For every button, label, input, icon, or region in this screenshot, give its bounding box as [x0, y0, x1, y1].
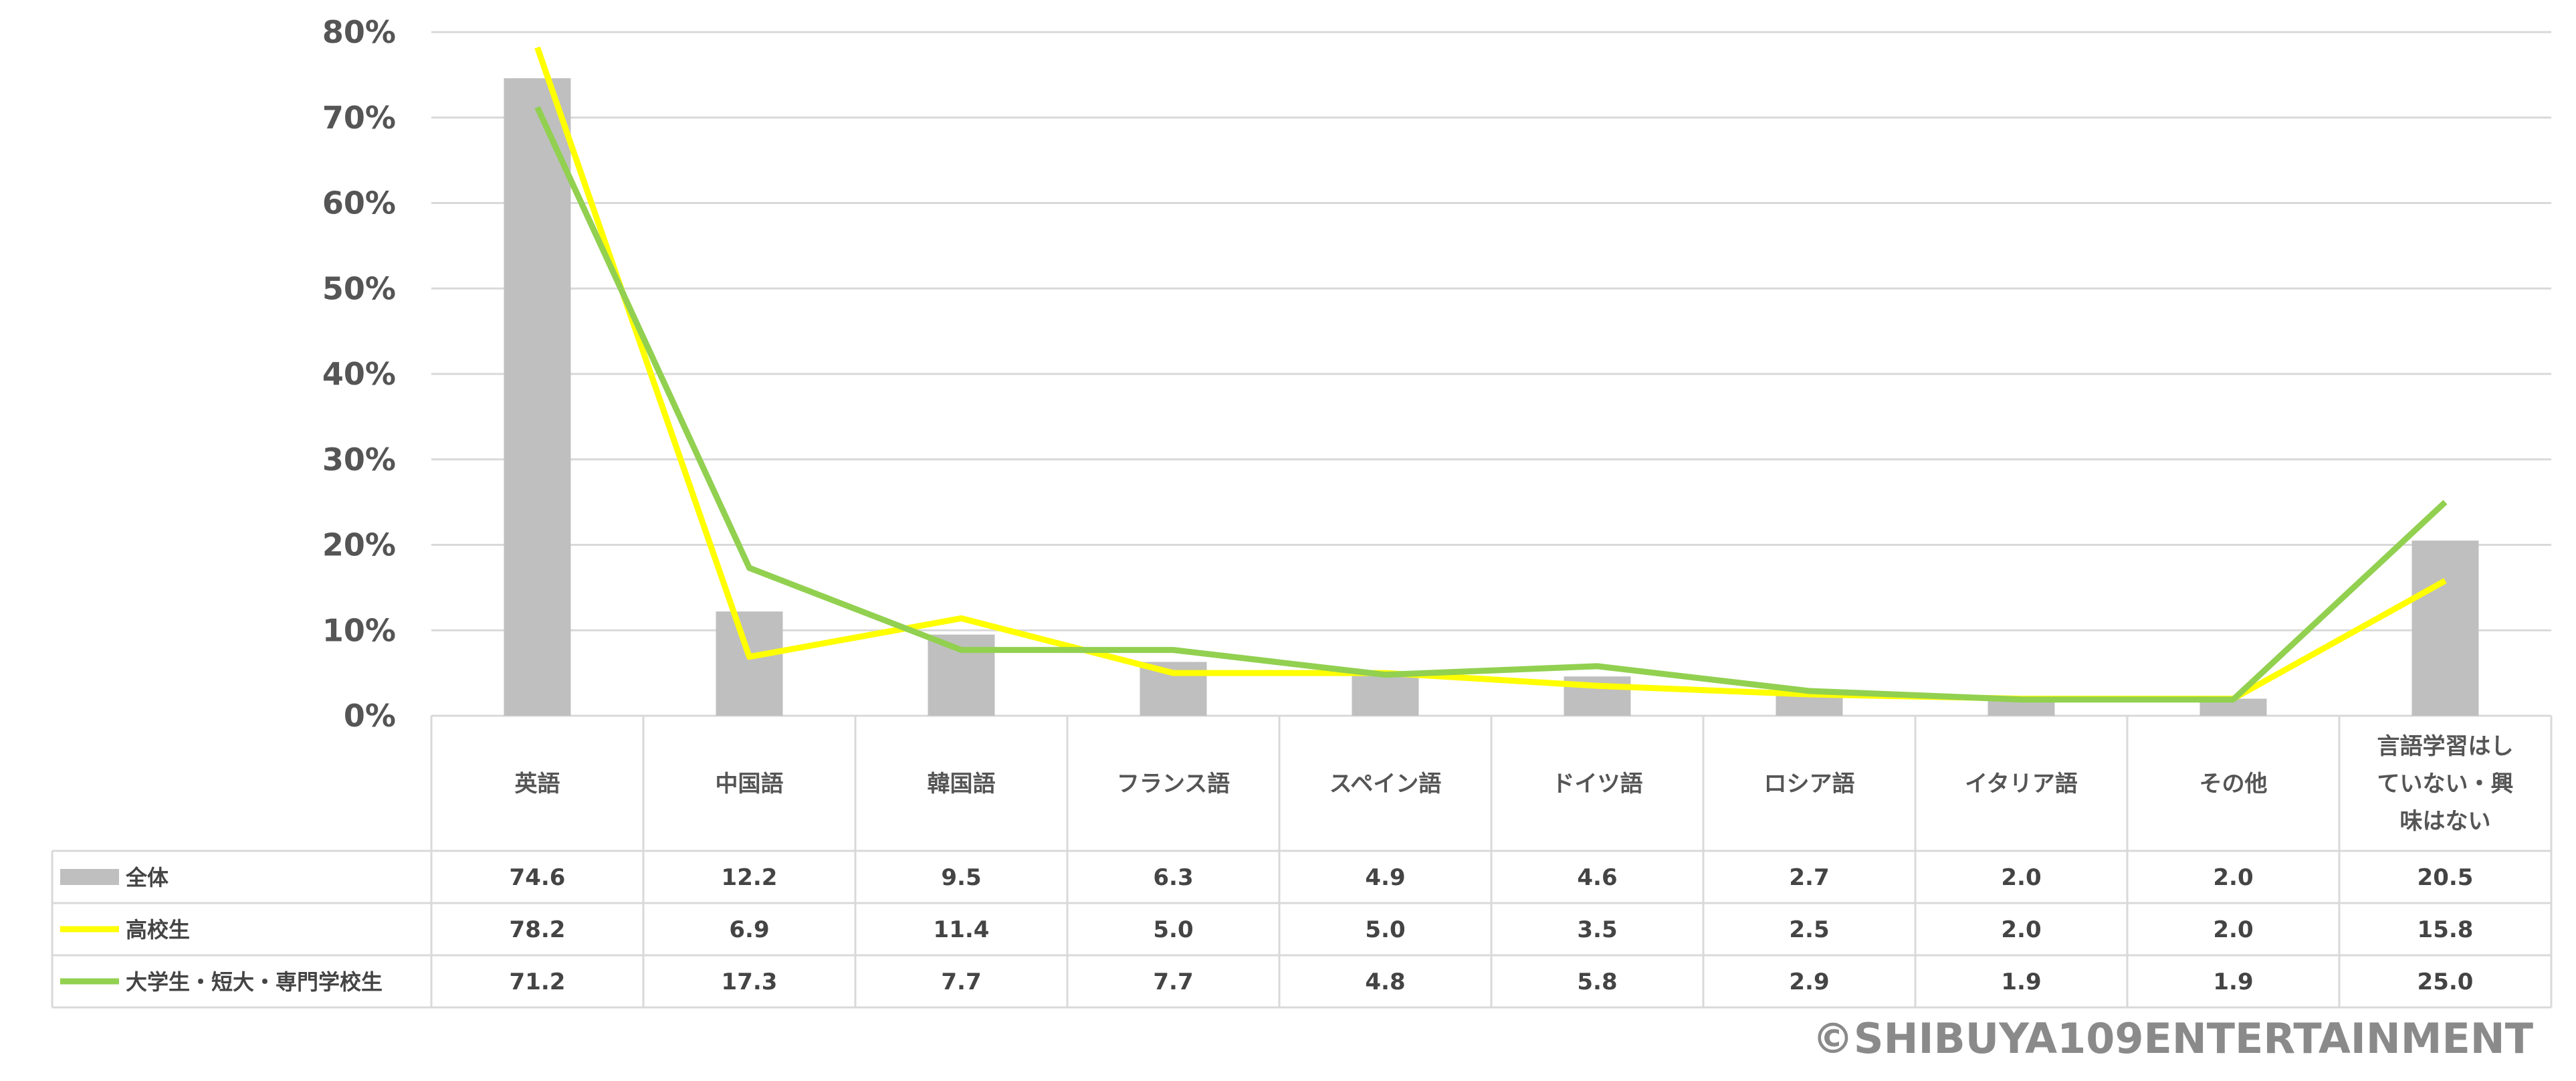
category-label: 中国語 [716, 771, 784, 797]
category-label: その他 [2199, 771, 2268, 797]
series-line [534, 106, 2448, 703]
data-label: 2.0 [2001, 864, 2041, 891]
bar [716, 611, 783, 716]
data-label: 12.2 [722, 864, 778, 891]
data-label: 4.8 [1365, 969, 1405, 995]
bar [2411, 540, 2479, 716]
y-tick-label: 10% [322, 612, 396, 648]
category-label: 味はない [2400, 808, 2491, 835]
data-label: 3.5 [1577, 916, 1617, 943]
category-label: スペイン語 [1329, 771, 1442, 797]
y-tick-label: 40% [322, 356, 396, 392]
y-tick-label: 0% [344, 698, 396, 734]
y-tick-label: 20% [322, 527, 396, 563]
data-label: 2.5 [1789, 916, 1829, 943]
data-label: 6.9 [729, 916, 769, 943]
gridlines [431, 31, 2551, 717]
bar [504, 78, 571, 716]
data-table: 英語 中国語 韓国語 フランス語 スペイン語 ドイツ語 ロシア語 イタリア語 その他 言語学習はし… [51, 716, 2553, 1009]
category-label: イタリア語 [1965, 771, 2078, 797]
data-label: 17.3 [722, 969, 778, 995]
data-label: 9.5 [941, 864, 981, 891]
legend-key-bar [60, 869, 119, 885]
data-label: 1.9 [2001, 969, 2041, 995]
data-label: 2.9 [1789, 969, 1829, 995]
data-label: 71.2 [510, 969, 566, 995]
category-label: ていない・興 [2377, 771, 2514, 797]
data-label: 5.8 [1577, 969, 1617, 995]
data-label: 5.0 [1365, 916, 1405, 943]
lines [534, 46, 2448, 703]
series-name: 大学生・短大・専門学校生 [126, 969, 383, 995]
data-label: 2.7 [1789, 864, 1829, 891]
category-label: フランス語 [1117, 771, 1230, 797]
series-name: 全体 [125, 865, 169, 890]
data-label: 7.7 [1153, 969, 1193, 995]
category-label: ドイツ語 [1552, 771, 1643, 797]
data-label: 78.2 [510, 916, 566, 943]
data-label: 6.3 [1153, 864, 1193, 891]
data-label: 25.0 [2418, 969, 2474, 995]
data-label: 2.0 [2001, 916, 2041, 943]
series-name: 高校生 [126, 917, 190, 943]
data-label: 2.0 [2213, 864, 2253, 891]
data-label: 2.0 [2213, 916, 2253, 943]
y-tick-label: 80% [322, 14, 396, 50]
category-label: 韓国語 [928, 771, 996, 797]
category-label: 言語学習はし [2377, 733, 2514, 760]
data-label: 4.6 [1577, 864, 1617, 891]
data-label: 15.8 [2418, 916, 2474, 943]
data-label: 5.0 [1153, 916, 1193, 943]
data-label: 4.9 [1365, 864, 1405, 891]
y-tick-label: 30% [322, 441, 396, 478]
bars [504, 78, 2479, 716]
data-label: 7.7 [941, 969, 981, 995]
category-label: ロシア語 [1764, 771, 1855, 797]
y-tick-label: 50% [322, 270, 396, 306]
bar [1352, 674, 1419, 716]
y-tick-label: 60% [322, 185, 396, 221]
data-label: 11.4 [934, 916, 990, 943]
y-axis-ticks: 0% 10% 20% 30% 40% 50% 60% 70% 80% [322, 14, 396, 734]
data-label: 20.5 [2418, 864, 2474, 891]
copyright-text: ©SHIBUYA109ENTERTAINMENT [1812, 1014, 2533, 1063]
data-label: 74.6 [510, 864, 566, 891]
category-label: 英語 [515, 771, 560, 797]
y-tick-label: 70% [322, 100, 396, 136]
data-label: 1.9 [2213, 969, 2253, 995]
